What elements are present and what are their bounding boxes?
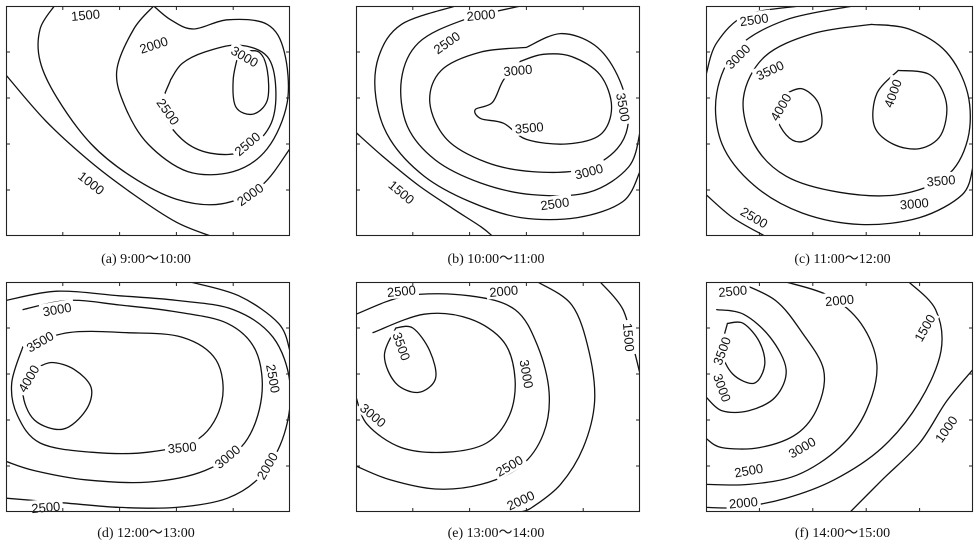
contour-line: [161, 44, 277, 156]
plot-frame: [705, 281, 974, 513]
contour-label: 3500: [754, 57, 787, 83]
panel-e: 2500 2000 1500 3500 3000 3000 2500 2000 (e) 13:…: [355, 281, 646, 546]
caption-c: (c) 11:00～12:00: [794, 252, 891, 267]
contour-line: [400, 6, 640, 197]
contour-label: 3000: [517, 358, 537, 389]
caption-d: (d) 12:00～13:00: [97, 526, 195, 541]
axis-ticks: [356, 282, 640, 512]
contour-label: 2500: [733, 461, 764, 481]
contour-label: 1500: [70, 6, 100, 23]
axis-ticks: [706, 6, 973, 236]
contour-line: [849, 368, 973, 512]
contour-label: 3000: [899, 195, 929, 212]
caption-a: (a) 9:00～10:00: [101, 252, 191, 267]
axis-ticks: [6, 6, 290, 236]
contour-line: [22, 361, 93, 431]
contour-label: 2500: [539, 194, 570, 213]
contour-label: 2000: [466, 6, 496, 23]
contour-line: [383, 325, 437, 394]
contour-label: 3500: [167, 439, 197, 456]
contour-label: 2500: [739, 10, 770, 29]
plot-frame: [355, 5, 641, 237]
contour-label: 2000: [824, 292, 854, 309]
contour-label: 2500: [263, 363, 283, 394]
contour-label: 3000: [503, 62, 533, 79]
panel-a: 1500 2000 3000 2500 2500 2000 1000 (a) 9:00～10…: [5, 5, 296, 270]
contour-label: 4000: [881, 77, 905, 109]
panel-d: 3000 3500 4000 2500 3500 3000 2000 2500 (d) 12:…: [5, 281, 296, 546]
contour-line: [115, 6, 290, 176]
contour-line: [706, 6, 801, 76]
contour-label: 3500: [613, 92, 633, 123]
contour-line: [520, 282, 596, 512]
contour-label: 3000: [573, 161, 605, 183]
panel-c: 2500 3000 3500 4000 4000 3500 3000 2500 (c) 11:…: [705, 5, 979, 270]
contour-line: [374, 6, 640, 221]
contour-label: 2000: [728, 494, 758, 511]
contour-label: 3500: [514, 119, 544, 136]
contour-label: 1500: [620, 322, 637, 352]
contour-line: [356, 293, 550, 490]
plot-frame: [5, 5, 291, 237]
contour-line: [356, 312, 516, 454]
contour-line: [742, 23, 971, 197]
contour-label: 2000: [504, 488, 537, 514]
contour-line: [356, 131, 493, 236]
caption-f: (f) 14:00～15:00: [794, 526, 891, 541]
contour-line: [706, 193, 766, 236]
contour-line: [6, 299, 263, 484]
contour-line: [706, 308, 787, 414]
contour-line: [6, 290, 290, 509]
contour-label: 2000: [138, 33, 170, 56]
caption-e: (e) 13:00～14:00: [447, 526, 545, 541]
caption-b: (b) 10:00～11:00: [447, 252, 545, 267]
plot-frame: [705, 5, 974, 237]
contour-label: 2500: [718, 282, 748, 299]
contour-line: [706, 282, 826, 450]
contour-line: [872, 69, 948, 150]
axis-ticks: [706, 282, 973, 512]
contour-line: [714, 6, 973, 226]
panel-b: 2000 2500 3000 3500 3500 3000 2500 1500 (b) 10:…: [355, 5, 646, 270]
plot-frame: [355, 281, 641, 513]
contour-label: 2500: [386, 282, 416, 299]
axis-ticks: [6, 282, 290, 512]
contour-line: [189, 282, 290, 352]
contour-line: [10, 330, 224, 455]
contour-line: [474, 53, 613, 145]
plot-frame: [5, 281, 291, 513]
contour-label: 3500: [389, 330, 413, 362]
contour-line: [232, 49, 270, 116]
contour-label: 2000: [489, 282, 519, 299]
contour-label: 3500: [710, 335, 734, 367]
panel-f: 2500 2000 1500 3500 3000 3000 1000 2500 2000 (f)…: [705, 281, 979, 546]
contour-line: [6, 74, 212, 236]
contour-label: 3000: [42, 300, 73, 320]
contour-lines: [356, 282, 640, 512]
contour-label: 3500: [926, 172, 956, 189]
contour-label: 3000: [710, 372, 734, 404]
contour-line: [429, 32, 630, 174]
contour-label: 2500: [31, 499, 61, 516]
axis-ticks: [356, 6, 640, 236]
contour-lines: [356, 6, 640, 236]
